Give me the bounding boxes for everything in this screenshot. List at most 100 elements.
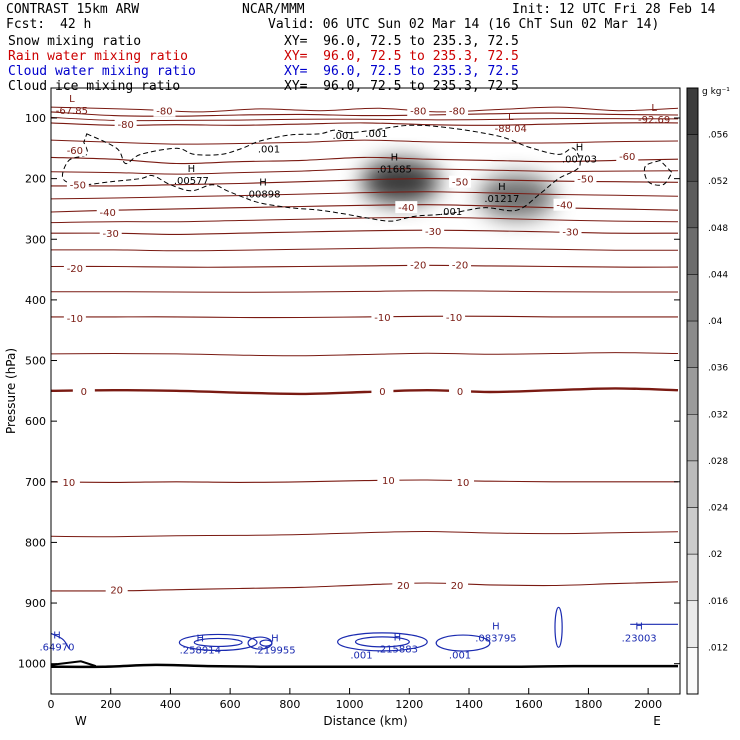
legend-xy-snow: XY= 96.0, 72.5 to 235.3, 72.5 [284,34,519,49]
isotherm-label-bg-16 [407,258,430,271]
plot-frame [50,87,681,695]
cloud-ice-layer [61,124,673,222]
contour-value-label-5: .001 [449,651,471,662]
isotherm-intermediate--10 [51,352,679,357]
cloud-ice-contour [61,124,581,222]
isotherm-label-bg-2 [446,104,469,117]
colorbar-label-3: .024 [708,504,728,514]
isotherm--80 [51,111,679,117]
isotherm-label-12: -30 [103,229,119,240]
extremum-letter-10: H [271,633,279,644]
colorbar-label-8: .044 [708,270,728,280]
extremum-value-1: -88.04 [495,124,527,135]
x-tick-label-9: 1800 [574,698,602,711]
extremum-value-2: -92.69 [638,115,670,126]
isotherm-label-bg-15 [63,261,86,274]
isotherm-label-3: -80 [117,120,133,131]
isotherm-upper [51,106,679,113]
x-tick-label-10: 2000 [634,698,662,711]
isotherm-label-bg-17 [449,258,472,271]
colorbar-segment-0 [686,87,699,135]
colorbar-label-6: .036 [708,364,728,374]
isotherm-label-bg-18 [63,312,86,325]
extremum-value-12: .083795 [475,633,516,644]
colorbar-frame [686,87,699,695]
isotherm--40 [51,204,679,213]
extremum-letter-4: H [259,178,267,189]
isotherm-label-13: -30 [425,227,441,238]
isotherm-label-bg-12 [99,227,122,240]
isotherm-label-bg-24 [57,475,80,488]
isotherm-label-bg-29 [446,578,469,591]
isotherm-intermediate--20 [51,290,679,293]
extremum-value-11: .215883 [377,644,418,655]
cloud-water-contour-0 [178,633,258,652]
model-name: CONTRAST 15km ARW [6,2,140,17]
contour-value-label-4: .001 [350,651,372,662]
contour-value-label-0: .001 [332,131,354,142]
isotherm--30 [51,229,679,235]
cloud-ice-contour-right [643,159,673,186]
isotherm-20 [51,581,679,592]
isotherm-label-bg-21 [72,384,95,397]
isotherm-label-bg-10 [395,201,418,214]
legend-name-rain: Rain water mixing ratio [8,49,189,64]
cloud-water-contour-6 [435,634,491,652]
isotherm-label-2: -80 [449,107,465,118]
legend-name-cloud-water: Cloud water mixing ratio [8,64,196,79]
y-tick-label-1: 200 [25,173,46,186]
isotherm-label-bg-6 [66,178,89,191]
extremum-letter-9: H [197,633,205,644]
extremum-letter-13: H [635,621,643,632]
contour-value-label-1: .001 [365,129,387,140]
isotherm--50 [51,178,679,187]
valid-time: Valid: 06 UTC Sun 02 Mar 14 (16 ChT Sun … [268,17,660,32]
colorbar-segment-4 [686,274,699,322]
colorbar-segment-3 [686,227,699,275]
cloud-water-contour-5 [354,636,410,648]
colorbar-label-2: .02 [708,550,722,560]
isotherm-label-4: -60 [67,146,83,157]
isotherm-label-bg-4 [63,144,86,157]
colorbar-label-1: .016 [708,597,728,607]
isotherm-intermediate--80 [51,116,679,122]
colorbar-segment-12 [686,647,699,695]
extremum-letter-1: L [508,112,514,123]
isotherm-label-19: -10 [374,313,390,324]
isotherm-label-20: -10 [446,313,462,324]
isotherm-label-22: 0 [379,387,385,398]
x-axis-title: Distance (km) [323,714,407,728]
isotherm-intermediate--70 [51,139,679,145]
y-tick-label-0: 100 [25,112,46,125]
isotherm-label-7: -50 [452,178,468,189]
colorbar-segment-6 [686,367,699,415]
init-time: Init: 12 UTC Fri 28 Feb 14 [512,2,716,17]
ground-surface-line [51,663,678,669]
x-tick-label-0: 0 [48,698,55,711]
extremum-letter-8: H [53,630,61,641]
extremum-letter-2: L [651,103,657,114]
isotherm--20 [51,264,679,268]
isotherm-label-10: -40 [398,203,414,214]
isotherm-label-28: 20 [397,581,410,592]
terrain-bump [51,660,97,668]
isotherm-label-5: -60 [619,152,635,163]
x-tick-label-6: 1200 [395,698,423,711]
x-tick-label-2: 400 [160,698,181,711]
colorbar-label-5: .032 [708,410,728,420]
isotherm-intermediate--60 [51,167,679,175]
isotherm-10 [51,479,678,483]
extremum-letter-6: H [498,182,506,193]
colorbar-unit: g kg⁻¹ [702,87,730,97]
isotherm-label-27: 20 [110,586,123,597]
isotherm-label-25: 10 [382,476,395,487]
colorbar-segment-7 [686,414,699,462]
isotherm-label-6: -50 [70,181,86,192]
extremum-letter-12: H [492,621,500,632]
extremum-value-0: -67.85 [56,106,88,117]
y-tick-label-9: 1000 [18,658,46,671]
isotherm-intermediate-10 [51,530,679,538]
extremum-letter-5: H [391,153,399,164]
isotherm-0 [51,387,679,396]
isotherm-label-bg-1 [407,104,430,117]
